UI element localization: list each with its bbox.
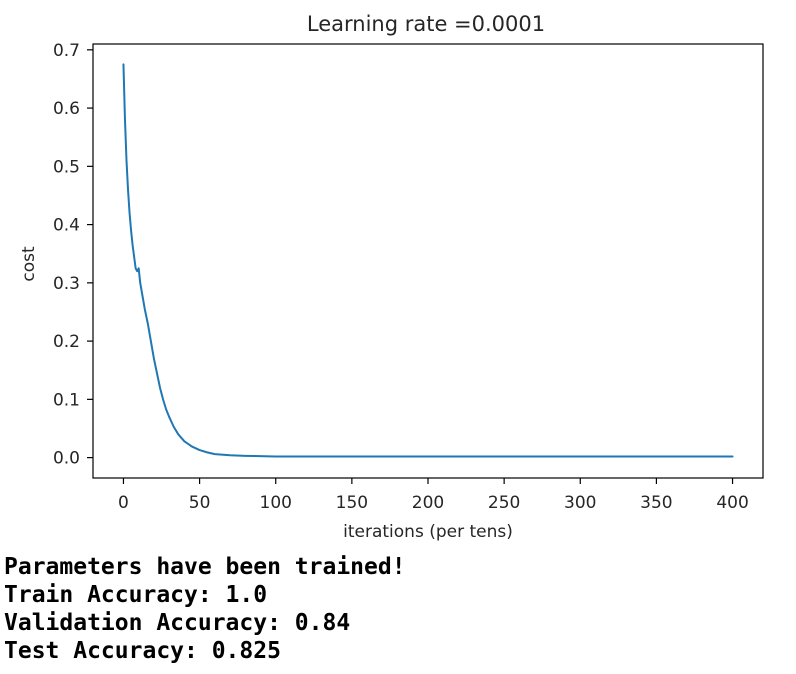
x-tick-label: 200	[412, 493, 444, 513]
training-output: Parameters have been trained! Train Accu…	[4, 553, 406, 665]
cost-series-line	[122, 63, 734, 458]
y-tick-label: 0.7	[53, 41, 80, 61]
plot-frame	[92, 43, 764, 479]
cost-chart: Learning rate =0.0001 0.0 0.1 0.2 0.3 0.4 0.5…	[19, 12, 764, 542]
x-tick-label: 100	[260, 493, 292, 513]
status-line: Parameters have been trained!	[4, 554, 406, 580]
series-lines	[122, 63, 734, 458]
y-tick-label: 0.5	[53, 157, 80, 177]
y-tick-label: 0.4	[53, 216, 80, 236]
x-tick-label: 250	[488, 493, 520, 513]
y-axis-ticks: 0.0 0.1 0.2 0.3 0.4 0.5 0.6 0.7	[53, 41, 93, 469]
x-tick-label: 350	[640, 493, 672, 513]
test-accuracy-line: Test Accuracy: 0.825	[4, 638, 281, 664]
chart-title: Learning rate =0.0001	[307, 12, 545, 36]
x-axis-label: iterations (per tens)	[343, 522, 513, 542]
x-tick-label: 150	[336, 493, 368, 513]
y-tick-label: 0.3	[53, 274, 80, 294]
x-tick-label: 400	[716, 493, 748, 513]
y-tick-label: 0.1	[53, 390, 80, 410]
x-tick-label: 0	[118, 493, 129, 513]
x-tick-label: 50	[189, 493, 211, 513]
y-tick-label: 0.0	[53, 449, 80, 469]
train-accuracy-line: Train Accuracy: 1.0	[4, 582, 268, 608]
y-axis-label: cost	[19, 246, 39, 282]
x-tick-label: 300	[564, 493, 596, 513]
x-axis-ticks: 0 50 100 150 200 250 300 350 400	[118, 478, 749, 513]
y-tick-label: 0.6	[53, 99, 80, 119]
validation-accuracy-line: Validation Accuracy: 0.84	[4, 610, 351, 636]
y-tick-label: 0.2	[53, 332, 80, 352]
